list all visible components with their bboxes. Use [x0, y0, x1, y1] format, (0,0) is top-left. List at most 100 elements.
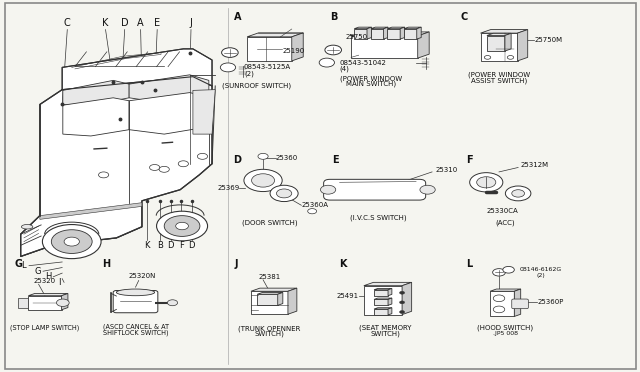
Text: C: C	[64, 18, 70, 28]
Text: (ACC): (ACC)	[495, 219, 515, 225]
Circle shape	[399, 311, 404, 314]
Polygon shape	[129, 75, 209, 103]
Text: MAIN SWITCH): MAIN SWITCH)	[346, 81, 397, 87]
Polygon shape	[28, 294, 68, 296]
Text: 25360A: 25360A	[301, 202, 328, 208]
Text: (POWER WINDOW: (POWER WINDOW	[468, 71, 530, 78]
Circle shape	[176, 222, 188, 230]
Circle shape	[484, 55, 491, 59]
Polygon shape	[383, 27, 388, 39]
Circle shape	[197, 153, 207, 159]
Polygon shape	[288, 288, 297, 314]
Text: D: D	[188, 241, 195, 250]
Text: E: E	[332, 155, 339, 165]
Text: SHIFTLOCK SWITCH): SHIFTLOCK SWITCH)	[103, 329, 168, 336]
Text: 25190: 25190	[282, 48, 305, 54]
Circle shape	[258, 153, 268, 159]
Circle shape	[319, 58, 335, 67]
Circle shape	[399, 301, 404, 304]
Polygon shape	[404, 27, 421, 29]
Text: SWITCH): SWITCH)	[371, 330, 401, 337]
FancyBboxPatch shape	[512, 299, 529, 309]
Text: 25750M: 25750M	[534, 36, 562, 43]
Text: F: F	[466, 155, 472, 165]
Circle shape	[477, 177, 496, 188]
Polygon shape	[364, 286, 402, 315]
Polygon shape	[367, 27, 371, 39]
Circle shape	[506, 186, 531, 201]
Text: (POWER WINDOW: (POWER WINDOW	[340, 75, 403, 82]
Polygon shape	[355, 27, 371, 29]
Text: (2): (2)	[244, 70, 254, 77]
Text: D: D	[233, 155, 241, 165]
Polygon shape	[63, 80, 129, 105]
Text: 25360: 25360	[276, 155, 298, 161]
Text: (STOP LAMP SWITCH): (STOP LAMP SWITCH)	[10, 325, 79, 331]
Text: (DOOR SWITCH): (DOOR SWITCH)	[242, 220, 297, 226]
Text: 25491: 25491	[337, 294, 358, 299]
Circle shape	[325, 45, 342, 55]
Polygon shape	[481, 33, 518, 61]
Text: 25360P: 25360P	[537, 299, 564, 305]
Circle shape	[244, 169, 282, 192]
Circle shape	[99, 172, 109, 178]
Polygon shape	[374, 309, 388, 315]
Polygon shape	[505, 33, 511, 51]
Circle shape	[157, 211, 207, 241]
Polygon shape	[388, 298, 392, 305]
Polygon shape	[364, 282, 412, 286]
Circle shape	[470, 173, 503, 192]
Circle shape	[220, 63, 236, 72]
Text: 25312M: 25312M	[520, 161, 548, 167]
Polygon shape	[518, 29, 528, 61]
Text: (SUNROOF SWITCH): (SUNROOF SWITCH)	[222, 83, 291, 89]
Circle shape	[270, 185, 298, 202]
FancyBboxPatch shape	[113, 291, 158, 313]
Polygon shape	[371, 29, 383, 39]
Text: L: L	[466, 259, 472, 269]
Polygon shape	[388, 288, 392, 296]
Text: C: C	[461, 12, 468, 22]
Circle shape	[420, 185, 435, 194]
Polygon shape	[487, 33, 511, 36]
Text: 25381: 25381	[259, 274, 280, 280]
Circle shape	[168, 300, 178, 306]
Ellipse shape	[116, 289, 155, 296]
Polygon shape	[20, 77, 212, 256]
Polygon shape	[247, 37, 292, 61]
Polygon shape	[374, 288, 392, 290]
Polygon shape	[374, 290, 388, 296]
Polygon shape	[387, 29, 400, 39]
FancyBboxPatch shape	[324, 179, 426, 200]
Polygon shape	[61, 294, 68, 310]
Polygon shape	[20, 203, 142, 256]
Polygon shape	[374, 299, 388, 305]
Polygon shape	[374, 298, 392, 299]
Bar	[18, 298, 28, 308]
Circle shape	[221, 48, 238, 57]
Text: (SEAT MEMORY: (SEAT MEMORY	[359, 325, 412, 331]
Circle shape	[512, 190, 525, 197]
Polygon shape	[193, 90, 215, 134]
Text: K: K	[144, 241, 150, 250]
Text: E: E	[154, 18, 160, 28]
Polygon shape	[251, 291, 288, 314]
Polygon shape	[400, 27, 404, 39]
Text: (TRUNK OPENNER: (TRUNK OPENNER	[238, 326, 301, 332]
Circle shape	[493, 295, 505, 302]
Circle shape	[321, 185, 336, 194]
Text: S: S	[227, 65, 230, 70]
Text: I: I	[58, 278, 60, 287]
Text: D: D	[167, 241, 174, 250]
Polygon shape	[292, 33, 303, 61]
Ellipse shape	[21, 225, 33, 229]
Circle shape	[508, 55, 514, 59]
Polygon shape	[247, 33, 303, 37]
Circle shape	[308, 209, 317, 214]
Polygon shape	[490, 289, 521, 291]
Text: L: L	[22, 261, 26, 270]
Text: J: J	[189, 18, 193, 28]
Text: 08543-5125A: 08543-5125A	[244, 64, 291, 70]
Polygon shape	[388, 308, 392, 315]
Polygon shape	[129, 93, 209, 134]
